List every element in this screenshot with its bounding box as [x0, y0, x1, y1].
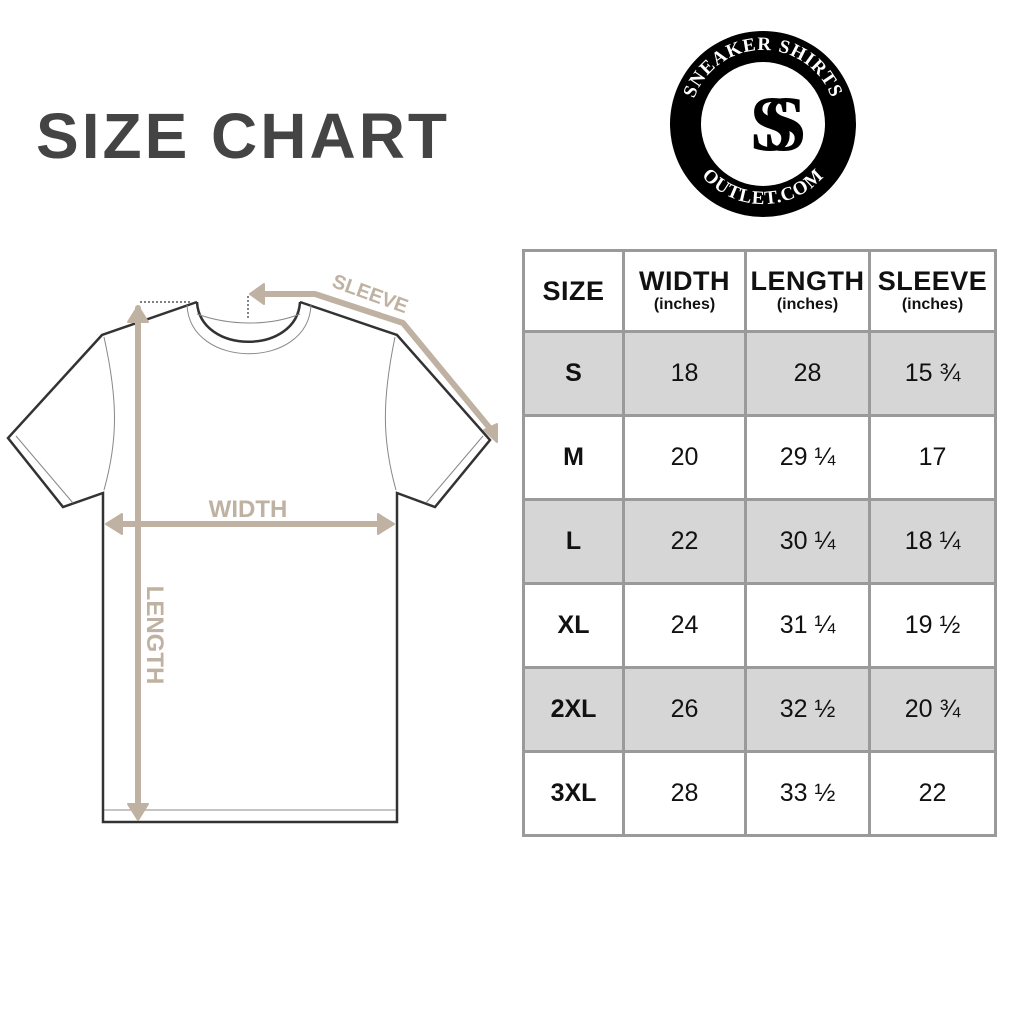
width-label: WIDTH	[209, 496, 288, 523]
header-width: WIDTH (inches)	[622, 249, 747, 333]
sleeve-cell: 19 ½	[868, 582, 997, 669]
size-cell: XL	[522, 582, 625, 669]
sleeve-cell: 22	[868, 750, 997, 837]
header-length: LENGTH (inches)	[744, 249, 871, 333]
tshirt-seams	[15, 304, 484, 811]
length-cell: 30 ¼	[744, 498, 871, 585]
table-row: XL 24 31 ¼ 19 ½	[522, 582, 997, 669]
header-sleeve: SLEEVE (inches)	[868, 249, 997, 333]
page-title: SIZE CHART	[36, 100, 450, 172]
length-cell: 33 ½	[744, 750, 871, 837]
sleeve-cell: 20 ¾	[868, 666, 997, 753]
length-cell: 29 ¼	[744, 414, 871, 501]
length-cell: 31 ¼	[744, 582, 871, 669]
width-cell: 20	[622, 414, 747, 501]
sleeve-cell: 17	[868, 414, 997, 501]
size-cell: 2XL	[522, 666, 625, 753]
table-row: S 18 28 15 ¾	[522, 330, 997, 417]
size-cell: M	[522, 414, 625, 501]
width-cell: 26	[622, 666, 747, 753]
table-header-row: SIZE WIDTH (inches) LENGTH (inches) SLEEVE…	[522, 249, 997, 333]
length-cell: 28	[744, 330, 871, 417]
table-row: 3XL 28 33 ½ 22	[522, 750, 997, 837]
size-table: SIZE WIDTH (inches) LENGTH (inches) SLEEVE…	[522, 249, 997, 837]
table-row: L 22 30 ¼ 18 ¼	[522, 498, 997, 585]
size-cell: S	[522, 330, 625, 417]
width-cell: 22	[622, 498, 747, 585]
sleeve-cell: 15 ¾	[868, 330, 997, 417]
sleeve-arrow	[259, 291, 496, 435]
table-row: M 20 29 ¼ 17	[522, 414, 997, 501]
length-cell: 32 ½	[744, 666, 871, 753]
width-cell: 18	[622, 330, 747, 417]
header-size: SIZE	[522, 249, 625, 333]
width-cell: 24	[622, 582, 747, 669]
tshirt-outline	[6, 300, 492, 824]
brand-logo: SNEAKER SHIRTS OUTLET.COM SS	[670, 31, 856, 217]
tshirt-diagram: WIDTH LENGTH SLEEVE	[6, 271, 498, 824]
size-cell: L	[522, 498, 625, 585]
sleeve-cell: 18 ¼	[868, 498, 997, 585]
size-cell: 3XL	[522, 750, 625, 837]
width-cell: 28	[622, 750, 747, 837]
length-label: LENGTH	[141, 586, 168, 685]
table-row: 2XL 26 32 ½ 20 ¾	[522, 666, 997, 753]
